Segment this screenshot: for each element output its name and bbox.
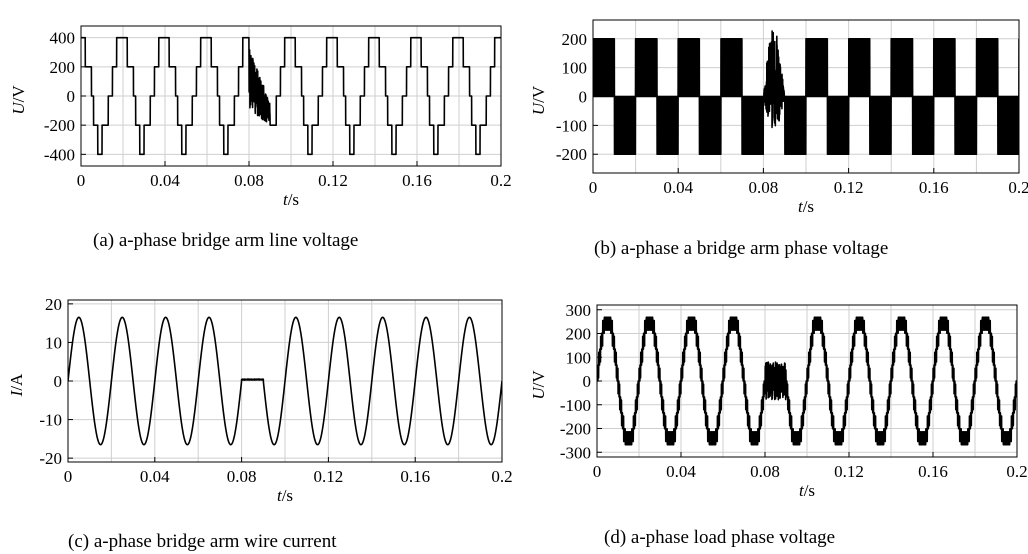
x-tick-label: 0.16: [400, 467, 430, 486]
series-line-b-0: [593, 30, 1019, 156]
x-tick-label: 0: [589, 178, 598, 197]
x-tick-label: 0.12: [834, 462, 864, 481]
x-tick-label: 0.08: [234, 171, 264, 190]
y-tick-label: 100: [566, 348, 592, 367]
x-tick-label: 0.16: [919, 178, 949, 197]
chart-a: 0 0.04 0.08 0.12 0.16 0.2 400 200 0 -200 -400 t/s U/…: [9, 25, 512, 251]
y-tick-label: -100: [556, 116, 587, 135]
chart-caption: (b) a-phase a bridge arm phase voltage: [594, 238, 888, 259]
y-tick-label: -300: [560, 443, 591, 462]
x-tick-label: 0.04: [150, 171, 180, 190]
y-tick-label: -200: [44, 116, 75, 135]
chart-caption: (a) a-phase bridge arm line voltage: [93, 230, 358, 251]
y-tick-label: 0: [583, 372, 592, 391]
y-axis-label: U/V: [9, 85, 28, 115]
x-tick-label: 0.12: [314, 467, 344, 486]
x-tick-label: 0.08: [227, 467, 257, 486]
x-tick-label: 0.2: [1008, 178, 1028, 197]
x-tick-label: 0.04: [140, 467, 170, 486]
y-axis-label: I/A: [7, 373, 26, 397]
chart-b: 0 0.04 0.08 0.12 0.16 0.2 200 100 0 -100 -200 t/s U/…: [529, 19, 1028, 259]
y-tick-label: 200: [566, 325, 592, 344]
y-tick-label: 200: [50, 58, 76, 77]
y-tick-label: -400: [44, 145, 75, 164]
y-axis-label: U/V: [529, 85, 548, 115]
x-axis-label: t/s: [277, 486, 293, 505]
series-line-d-0: [597, 316, 1017, 446]
x-tick-label: 0: [77, 171, 86, 190]
y-tick-label: 20: [45, 295, 62, 314]
x-axis-label: t/s: [798, 197, 814, 216]
x-tick-label: 0.12: [318, 171, 348, 190]
chart-caption: (d) a-phase load phase voltage: [604, 527, 835, 548]
x-tick-label: 0.2: [490, 171, 511, 190]
x-tick-label: 0: [64, 467, 73, 486]
x-tick-label: 0: [593, 462, 602, 481]
x-axis-label: t/s: [799, 481, 815, 500]
chart-d: 0 0.04 0.08 0.12 0.16 0.2 300 200 100 0 -100 -200 -3…: [529, 301, 1028, 548]
y-tick-label: -100: [560, 396, 591, 415]
y-tick-label: 0: [67, 87, 76, 106]
x-tick-label: 0.08: [750, 462, 780, 481]
x-tick-label: 0.2: [1006, 462, 1027, 481]
series-line-c-0: [68, 316, 502, 446]
series-line-a-0: [81, 36, 501, 156]
x-tick-label: 0.08: [749, 178, 779, 197]
chart-caption: (c) a-phase bridge arm wire current: [68, 531, 337, 552]
y-tick-label: 10: [45, 333, 62, 352]
y-tick-label: -200: [560, 420, 591, 439]
x-tick-label: 0.2: [491, 467, 512, 486]
y-tick-label: 0: [54, 372, 63, 391]
y-tick-label: -200: [556, 145, 587, 164]
x-tick-label: 0.12: [834, 178, 864, 197]
x-tick-label: 0.16: [402, 171, 432, 190]
x-axis-label: t/s: [283, 190, 299, 209]
x-tick-label: 0.04: [666, 462, 696, 481]
chart-c: 0 0.04 0.08 0.12 0.16 0.2 20 10 0 -10 -20 t/s I/A (c)…: [7, 295, 513, 552]
y-tick-label: 100: [562, 59, 588, 78]
y-axis-label: U/V: [529, 370, 548, 400]
y-tick-label: 400: [50, 29, 76, 48]
x-tick-label: 0.16: [918, 462, 948, 481]
y-tick-label: -10: [39, 411, 62, 430]
y-tick-label: 300: [566, 301, 592, 320]
y-tick-label: 0: [579, 88, 588, 107]
y-tick-label: -20: [39, 449, 62, 468]
y-tick-label: 200: [562, 30, 588, 49]
x-tick-label: 0.04: [663, 178, 693, 197]
